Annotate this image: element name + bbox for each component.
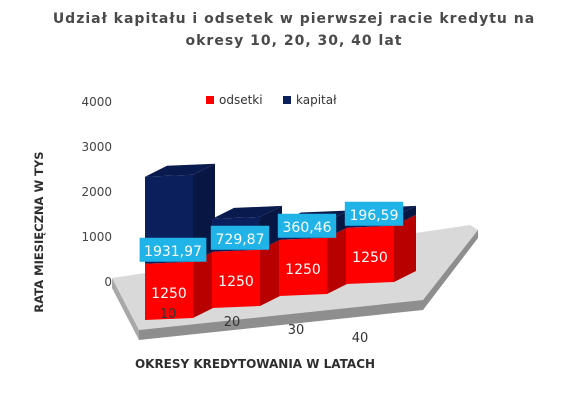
data-label-box-30 [277,213,337,238]
bar-side-odsetki-40 [394,214,416,282]
data-label-odsetki-20: 1250 [218,274,254,290]
x-tick-label: 20 [224,315,241,330]
x-axis-title: OKRESY KREDYTOWANIA W LATACH [135,357,375,371]
legend: odsetki kapitał [206,93,337,107]
legend-swatch-odsetki [206,96,214,104]
data-label-box-10 [139,237,207,262]
data-label-odsetki-40: 1250 [352,250,388,266]
data-label-kapitał-30: 360,46 [283,220,332,236]
bar-front-odsetki-40 [346,225,394,284]
bar-side-odsetki-30 [327,226,349,294]
x-tick-label: 10 [160,307,177,322]
bar-top-10 [145,163,215,177]
y-tick-label: 3000 [81,140,112,154]
y-axis-title: RATA MIESIĘCZNA W TYS [32,151,46,312]
data-label-box-40 [344,201,404,226]
y-tick-label: 1000 [81,230,112,244]
bar-side-odsetki-10 [193,250,215,318]
y-tick-label: 4000 [81,95,112,109]
data-label-odsetki-10: 1250 [151,286,187,302]
legend-label-kapital: kapitał [296,93,337,107]
x-tick-label: 40 [352,331,369,346]
data-label-kapitał-10: 1931,97 [144,244,202,260]
bar-front-odsetki-10 [145,261,193,320]
data-label-kapitał-20: 729,87 [216,232,265,248]
legend-label-odsetki: odsetki [219,93,263,107]
x-tick-label: 30 [288,323,305,338]
bar-side-odsetki-20 [260,238,282,306]
floor-front [139,230,478,340]
legend-swatch-kapital [283,96,291,104]
y-tick-label: 0 [104,275,112,289]
bar-front-odsetki-30 [279,237,327,296]
chart-title-line-1: Udział kapitału i odsetek w pierwszej ra… [53,11,535,27]
chart-title-line-2: okresy 10, 20, 30, 40 lat [186,33,403,49]
data-label-kapitał-40: 196,59 [350,208,399,224]
bar-side-kapitał-10 [193,163,215,262]
y-tick-label: 2000 [81,185,112,199]
data-label-odsetki-30: 1250 [285,262,321,278]
plot-area: 0 1000 2000 3000 4000 1250 1931,97 10 1250 729,87… [81,95,478,346]
bar-front-odsetki-20 [212,249,260,308]
floor-side [112,278,139,340]
bar-top-20 [212,205,282,219]
data-label-box-20 [210,225,270,250]
